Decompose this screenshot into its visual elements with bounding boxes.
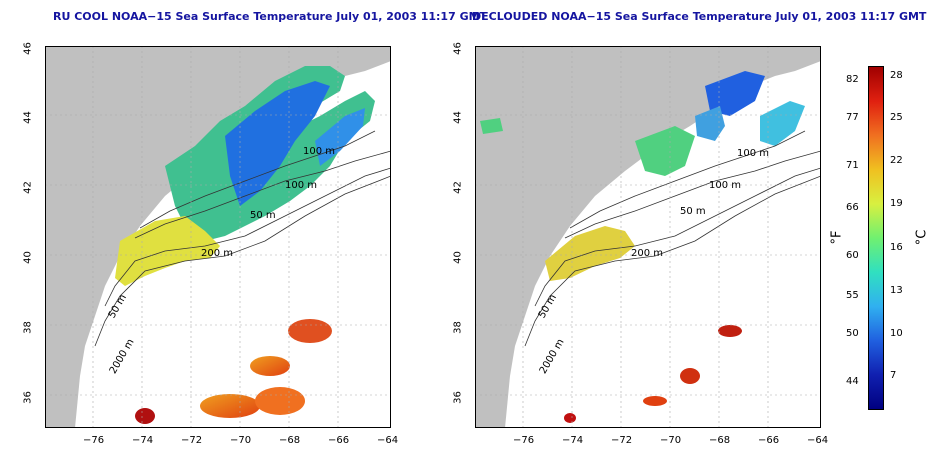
celsius-unit: °C <box>914 229 930 246</box>
contour-line <box>524 175 821 347</box>
colorbar-f-tick: 60 <box>846 250 859 261</box>
lon-tick: −68 <box>279 435 301 446</box>
contour-label: 100 m <box>285 180 318 191</box>
colorbar-c-tick: 13 <box>890 285 903 296</box>
contour-line <box>134 150 391 239</box>
warm-patch <box>255 387 305 415</box>
colorbar <box>868 66 884 410</box>
lon-tick: −74 <box>562 435 584 446</box>
warm-patch <box>135 408 155 424</box>
sst-patch <box>705 71 765 116</box>
right-sst-map: 100 m 100 m 50 m 200 m 50 m 2000 m <box>475 46 821 428</box>
contour-label: 50 m <box>680 206 706 217</box>
contour-label: 100 m <box>709 180 742 191</box>
warm-patch <box>200 394 260 418</box>
lon-tick: −72 <box>611 435 633 446</box>
left-panel-title: RU COOL NOAA−15 Sea Surface Temperature … <box>53 10 488 23</box>
contour-line <box>94 175 391 347</box>
lon-tick: −66 <box>328 435 350 446</box>
contour-line <box>139 130 376 229</box>
lon-tick: −68 <box>709 435 731 446</box>
contour-label: 100 m <box>737 148 770 159</box>
warm-patch <box>718 325 742 337</box>
colorbar-c-tick: 19 <box>890 198 903 209</box>
colorbar-f-tick: 71 <box>846 160 859 171</box>
lat-tick: 46 <box>22 42 34 55</box>
land-mass <box>45 46 391 428</box>
lon-tick: −76 <box>513 435 535 446</box>
lon-tick: −64 <box>377 435 399 446</box>
right-panel-title: DECLOUDED NOAA−15 Sea Surface Temperatur… <box>472 10 927 23</box>
lat-tick: 46 <box>452 42 464 55</box>
sst-cold-core <box>225 81 330 206</box>
lon-tick: −70 <box>660 435 682 446</box>
lon-tick: −64 <box>807 435 829 446</box>
lat-tick: 38 <box>22 321 34 334</box>
contour-label: 200 m <box>201 248 234 259</box>
colorbar-c-tick: 25 <box>890 112 903 123</box>
lat-tick: 40 <box>452 251 464 264</box>
colorbar-f-tick: 82 <box>846 74 859 85</box>
warm-patch <box>288 319 332 343</box>
lat-tick: 44 <box>22 111 34 124</box>
warm-patch <box>643 396 667 406</box>
lon-tick: −74 <box>132 435 154 446</box>
lon-tick: −76 <box>83 435 105 446</box>
contour-line <box>569 130 806 229</box>
warm-patch <box>564 413 576 423</box>
sst-patch <box>480 118 503 134</box>
lat-tick: 42 <box>452 181 464 194</box>
contour-label: 200 m <box>631 248 664 259</box>
warm-patch <box>250 356 290 376</box>
contour-line <box>104 167 391 307</box>
sst-patch <box>695 106 725 141</box>
lon-tick: −66 <box>758 435 780 446</box>
fahrenheit-unit: °F <box>829 230 845 245</box>
lat-tick: 44 <box>452 111 464 124</box>
colorbar-c-tick: 16 <box>890 242 903 253</box>
colorbar-c-tick: 22 <box>890 155 903 166</box>
lon-tick: −70 <box>230 435 252 446</box>
contour-line <box>564 150 821 239</box>
sst-patch <box>760 101 805 146</box>
contour-line <box>534 167 821 307</box>
sst-warm-shelf <box>545 226 635 281</box>
lat-tick: 40 <box>22 251 34 264</box>
contour-label: 100 m <box>303 146 336 157</box>
warm-patch <box>680 368 700 384</box>
lat-tick: 38 <box>452 321 464 334</box>
lat-tick: 36 <box>22 391 34 404</box>
colorbar-c-tick: 28 <box>890 70 903 81</box>
colorbar-c-tick: 10 <box>890 328 903 339</box>
colorbar-f-tick: 44 <box>846 376 859 387</box>
lon-tick: −72 <box>181 435 203 446</box>
colorbar-f-tick: 55 <box>846 290 859 301</box>
lat-tick: 36 <box>452 391 464 404</box>
contour-label: 50 m <box>250 210 276 221</box>
colorbar-f-tick: 50 <box>846 328 859 339</box>
colorbar-c-tick: 7 <box>890 370 897 381</box>
colorbar-f-tick: 77 <box>846 112 859 123</box>
lat-tick: 42 <box>22 181 34 194</box>
colorbar-f-tick: 66 <box>846 202 859 213</box>
left-sst-map: 100 m 100 m 50 m 200 m 50 m 2000 m <box>45 46 391 428</box>
land-mass <box>475 46 821 428</box>
sst-patch <box>635 126 695 176</box>
